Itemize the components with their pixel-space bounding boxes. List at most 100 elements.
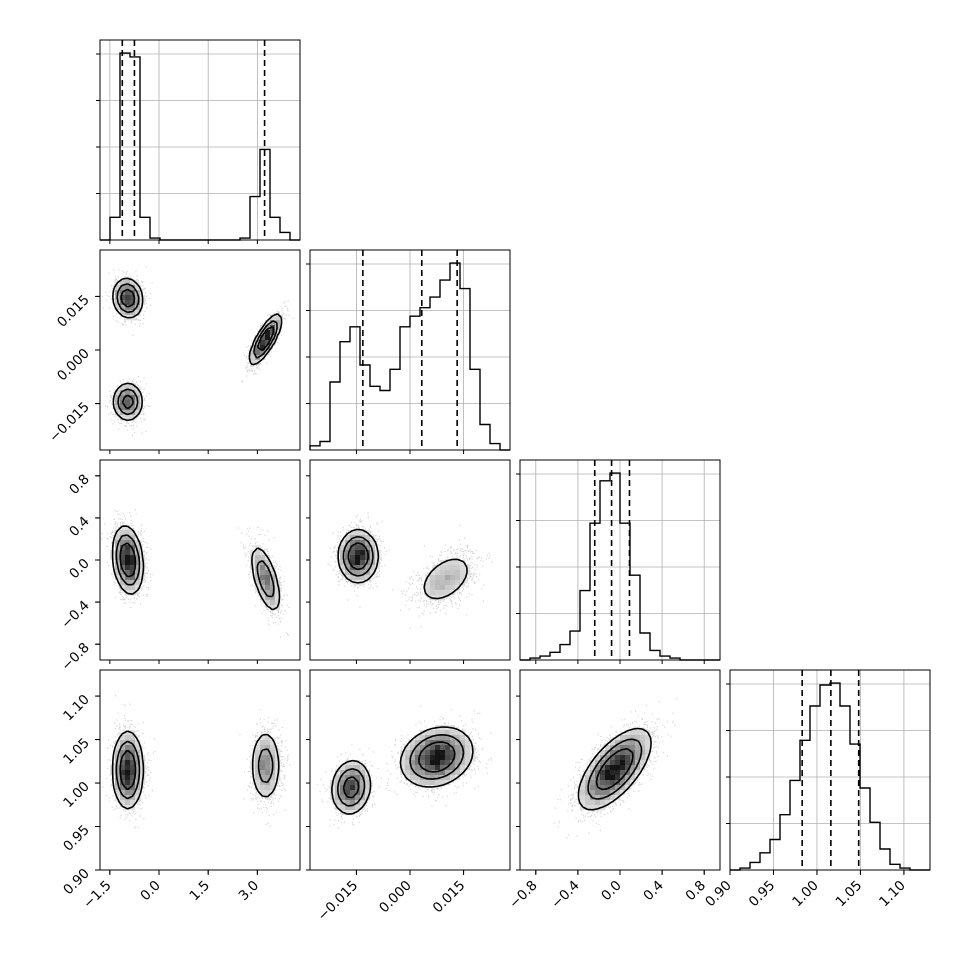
density-cell	[125, 545, 131, 551]
density-cell	[125, 535, 131, 541]
density-cell	[340, 785, 346, 791]
density-cell	[350, 575, 356, 581]
density-cell	[255, 780, 261, 786]
density-cell	[605, 775, 611, 781]
x-tick-label: −0.8	[506, 878, 540, 912]
density-cell	[615, 755, 621, 761]
density-cell	[260, 735, 266, 741]
density-cell	[270, 745, 276, 751]
density-cell	[420, 740, 426, 746]
density-cell	[345, 545, 351, 551]
density-cell	[635, 745, 641, 751]
contour-level-0	[577, 727, 652, 811]
density-cell	[350, 550, 356, 556]
density-cell	[120, 745, 126, 751]
density-cell	[600, 750, 606, 756]
density-cell	[425, 745, 431, 751]
density-cell	[115, 300, 121, 306]
density-cell	[340, 565, 346, 571]
density-cell	[355, 575, 361, 581]
density-cell	[405, 765, 411, 771]
density-cell	[420, 780, 426, 786]
density-cell	[120, 550, 126, 556]
density-cell	[615, 735, 621, 741]
density-cell	[265, 335, 271, 341]
density-cell	[260, 565, 266, 571]
density-cell	[405, 755, 411, 761]
density-cell	[255, 550, 261, 556]
density-cell	[135, 300, 141, 306]
density-cell	[440, 565, 446, 571]
density-cell	[135, 295, 141, 301]
density-cell	[275, 330, 281, 336]
density-cell	[360, 545, 366, 551]
density-cell	[630, 740, 636, 746]
density-cell	[440, 585, 446, 591]
y-tick-label: 0.4	[66, 513, 93, 540]
density-cell	[270, 740, 276, 746]
density-cell	[120, 285, 126, 291]
density-cell	[115, 770, 121, 776]
density-cell	[270, 775, 276, 781]
density-cell	[125, 740, 131, 746]
density-cell	[120, 575, 126, 581]
density-cell	[340, 540, 346, 546]
density-cell	[120, 750, 126, 756]
density-cell	[120, 795, 126, 801]
density-cell	[590, 780, 596, 786]
density-cell	[120, 585, 126, 591]
contour-level-1	[116, 283, 278, 416]
density-cell	[260, 755, 266, 761]
density-cell	[125, 415, 131, 421]
contour-level-2	[120, 288, 275, 410]
density-cell	[420, 745, 426, 751]
joint-panel-1-0: −0.015 0.000 0.015	[46, 249, 301, 454]
density-cell	[435, 730, 441, 736]
density-cell	[450, 775, 456, 781]
density-cell	[270, 335, 276, 341]
density-cell	[120, 385, 126, 391]
density-cell	[255, 785, 261, 791]
density-cell	[400, 765, 406, 771]
density-cell	[115, 750, 121, 756]
density-cell	[130, 300, 136, 306]
density-cell	[120, 535, 126, 541]
density-cell	[580, 790, 586, 796]
density-cell	[425, 590, 431, 596]
density-cell	[625, 765, 631, 771]
density-cell	[620, 785, 626, 791]
density-cell	[340, 790, 346, 796]
density-cell	[265, 330, 271, 336]
density-cell	[125, 800, 131, 806]
density-cell	[425, 730, 431, 736]
density-cell	[620, 740, 626, 746]
density-cell	[645, 740, 651, 746]
density-cell	[125, 575, 131, 581]
contour-level-0	[337, 528, 468, 600]
density-cell	[130, 555, 136, 561]
density-cell	[265, 740, 271, 746]
density-cell	[370, 540, 376, 546]
density-cell	[115, 570, 121, 576]
density-cell	[430, 585, 436, 591]
density-cell	[265, 320, 271, 326]
density-cell	[265, 570, 271, 576]
density-cell	[125, 775, 131, 781]
density-cell	[590, 805, 596, 811]
density-cell	[435, 775, 441, 781]
density-cell	[430, 575, 436, 581]
density-cell	[355, 785, 361, 791]
density-cell	[365, 780, 371, 786]
density-cell	[435, 745, 441, 751]
density-cell	[635, 750, 641, 756]
density-cell	[640, 740, 646, 746]
density-cell	[425, 780, 431, 786]
contour-level-2	[342, 741, 456, 799]
density-cell	[430, 775, 436, 781]
joint-panel-3-1: −0.015 0.000 0.015	[306, 669, 511, 924]
density-cell	[350, 545, 356, 551]
density-cell	[450, 575, 456, 581]
density-cell	[600, 775, 606, 781]
density-cell	[465, 740, 471, 746]
density-cell	[630, 735, 636, 741]
